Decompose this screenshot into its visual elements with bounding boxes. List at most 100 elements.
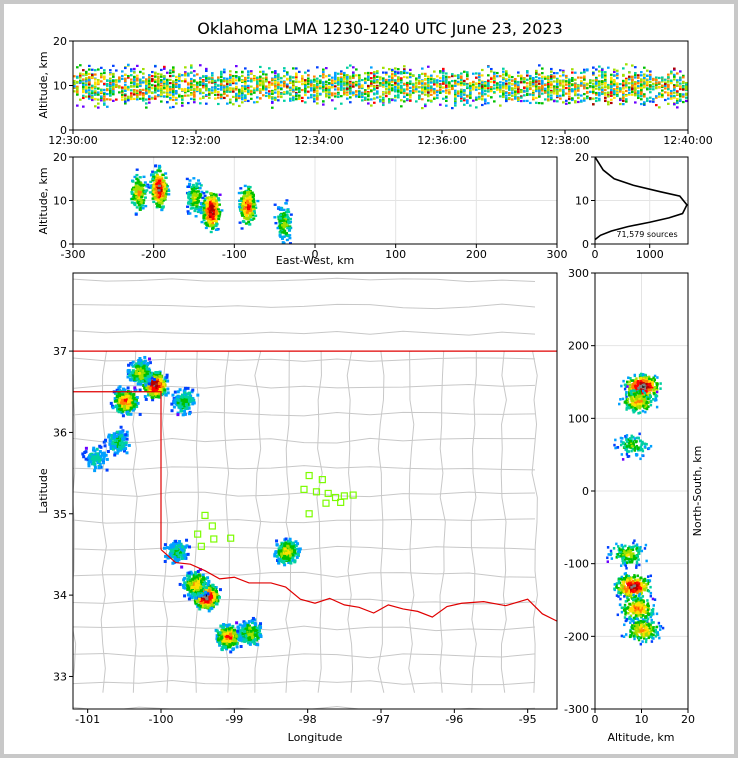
time-source-mark: [220, 80, 223, 83]
time-source-mark: [424, 88, 427, 91]
time-source-mark: [136, 98, 139, 101]
time-source-mark: [91, 87, 94, 90]
eastwest-source-mark: [151, 177, 155, 181]
time-source-mark: [628, 91, 631, 94]
eastwest-source-mark: [289, 213, 293, 216]
time-source-mark: [460, 91, 463, 95]
eastwest-source-mark: [285, 224, 289, 227]
time-source-mark: [445, 81, 448, 84]
eastwest-source-mark: [196, 197, 200, 200]
eastwest-source-mark: [288, 217, 292, 221]
time-source-mark: [586, 83, 589, 86]
time-source-mark: [490, 80, 493, 83]
time-source-mark: [154, 80, 157, 83]
eastwest-source-mark: [157, 203, 161, 207]
time-source-mark: [598, 94, 601, 97]
time-source-mark: [400, 81, 403, 84]
time-source-mark: [661, 95, 664, 99]
eastwest-source-mark: [202, 206, 206, 210]
time-source-mark: [568, 95, 571, 98]
eastwest-source-mark: [202, 202, 206, 205]
time-source-mark: [181, 97, 184, 100]
eastwest-source-mark: [130, 197, 134, 201]
time-source-mark: [103, 88, 106, 91]
time-source-mark: [331, 84, 334, 87]
time-source-mark: [478, 82, 481, 85]
county-line: [73, 653, 536, 659]
time-source-mark: [124, 100, 127, 103]
eastwest-source-mark: [197, 208, 201, 212]
time-source-mark: [667, 97, 670, 100]
time-source-mark: [328, 92, 331, 95]
eastwest-source-mark: [213, 206, 217, 210]
eastwest-source-mark: [155, 189, 159, 192]
time-source-mark: [172, 82, 175, 86]
time-source-mark: [127, 96, 130, 99]
time-axis-tick-label: 12:30:00: [48, 134, 97, 147]
eastwest-source-mark: [158, 194, 162, 198]
time-source-mark: [562, 93, 565, 96]
eastwest-source-mark: [197, 179, 201, 182]
time-source-mark: [145, 78, 148, 81]
time-source-mark: [208, 89, 211, 92]
time-source-mark: [298, 89, 301, 92]
time-source-mark: [85, 95, 88, 98]
time-source-mark: [568, 82, 571, 86]
time-source-mark: [445, 85, 448, 88]
time-source-mark: [517, 86, 520, 89]
time-source-mark: [376, 75, 379, 78]
plan-source-mark: [138, 388, 142, 392]
time-source-mark: [487, 90, 490, 93]
time-source-mark: [304, 101, 307, 104]
time-source-mark: [121, 93, 124, 97]
time-source-mark: [568, 81, 571, 84]
time-source-mark: [262, 80, 265, 83]
eastwest-source-mark: [203, 194, 207, 198]
time-source-mark: [280, 95, 283, 99]
time-source-mark: [505, 91, 508, 94]
eastwest-source-mark: [285, 213, 289, 217]
time-source-mark: [142, 72, 145, 75]
time-source-mark: [601, 76, 604, 79]
eastwest-source-mark: [186, 210, 190, 213]
time-source-mark: [667, 80, 670, 83]
plan-source-mark: [143, 386, 147, 390]
time-source-mark: [478, 92, 481, 95]
time-source-mark: [676, 84, 679, 87]
time-source-mark: [157, 84, 160, 87]
time-source-mark: [427, 75, 430, 78]
time-source-mark: [259, 84, 262, 87]
county-line: [73, 330, 536, 336]
eastwest-source-mark: [252, 209, 256, 213]
time-source-mark: [388, 81, 391, 85]
time-source-mark: [535, 79, 538, 82]
time-source-mark: [292, 95, 295, 98]
time-source-mark: [364, 92, 367, 96]
eastwest-source-mark: [246, 200, 250, 204]
time-source-mark: [166, 90, 169, 93]
time-source-mark: [610, 79, 613, 82]
time-source-mark: [73, 75, 76, 78]
time-source-mark: [190, 77, 193, 81]
time-source-mark: [448, 84, 451, 87]
time-source-mark: [421, 80, 424, 83]
eastwest-source-mark: [213, 218, 217, 221]
time-source-mark: [643, 76, 646, 80]
time-source-mark: [433, 81, 436, 84]
sources-count-label: 71,579 sources: [616, 230, 677, 239]
eastwest-source-mark: [135, 182, 139, 185]
time-source-mark: [385, 91, 388, 94]
time-source-mark: [235, 76, 238, 79]
time-source-mark: [265, 88, 268, 91]
time-source-mark: [193, 89, 196, 92]
time-source-mark: [595, 87, 598, 90]
time-source-mark: [577, 87, 580, 91]
eastwest-source-mark: [157, 201, 161, 204]
time-source-mark: [157, 94, 160, 97]
eastwest-source-mark: [284, 232, 288, 235]
time-source-mark: [292, 67, 295, 70]
time-source-mark: [112, 72, 115, 76]
time-source-mark: [379, 76, 382, 79]
time-source-mark: [394, 85, 397, 89]
